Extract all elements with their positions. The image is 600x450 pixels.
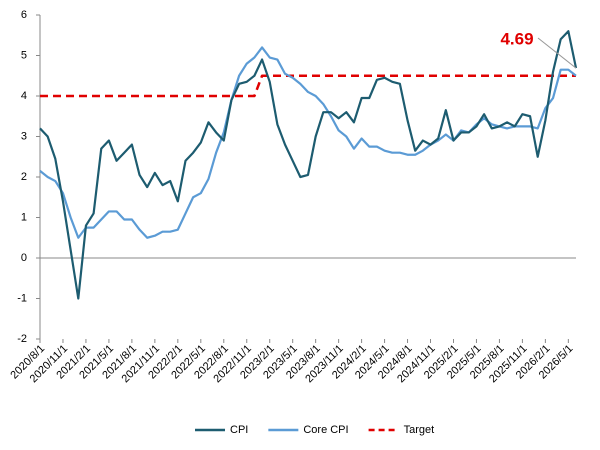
y-tick-label: 0 <box>21 252 27 264</box>
annotation: 4.69 <box>500 29 533 48</box>
series-line <box>40 74 576 98</box>
series-line <box>39 30 578 300</box>
y-tick-label: 3 <box>21 130 27 142</box>
legend-label: Core CPI <box>303 424 348 436</box>
legend-label: CPI <box>230 424 248 436</box>
y-tick-label: -1 <box>17 292 27 304</box>
y-tick-label: 6 <box>21 9 27 21</box>
y-tick-label: 4 <box>21 90 27 102</box>
y-tick-label: 5 <box>21 49 27 61</box>
legend-label: Target <box>404 424 435 436</box>
y-tick-label: 1 <box>21 211 27 223</box>
annotation-leader <box>537 37 577 69</box>
y-tick-label: 2 <box>21 171 27 183</box>
y-tick-label: -2 <box>17 333 27 345</box>
